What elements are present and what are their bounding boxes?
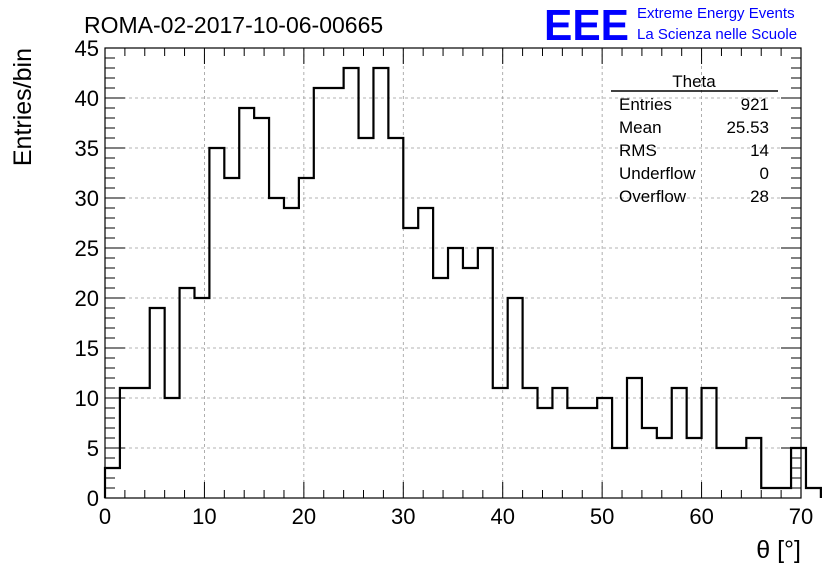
histogram-bin	[493, 388, 508, 498]
histogram-bin	[388, 138, 403, 498]
stats-box-rows: Entries 921 Mean 25.53 RMS 14 Underflow 0 Overfl…	[619, 95, 769, 206]
histogram-bin	[761, 488, 776, 498]
histogram-bin	[523, 388, 538, 498]
histogram-bin	[418, 208, 433, 498]
eee-logo-mark: EEE	[544, 1, 629, 50]
histogram-bin	[433, 278, 448, 498]
histogram-bin	[284, 208, 299, 498]
stats-row-label: Underflow	[619, 164, 696, 183]
histogram-bars	[103, 66, 822, 498]
histogram-bin	[687, 438, 702, 498]
axis-ticks	[104, 47, 802, 499]
histogram-bin	[209, 148, 224, 498]
stats-row-label: Mean	[619, 118, 662, 137]
histogram-bin	[150, 308, 165, 498]
histogram-bin	[657, 438, 672, 498]
histogram-bin	[582, 408, 597, 498]
y-tick-label: 5	[87, 436, 99, 461]
histogram-bin	[239, 108, 254, 498]
y-tick-label: 20	[75, 286, 99, 311]
histogram-bin	[612, 448, 627, 498]
histogram-bin	[448, 248, 463, 498]
y-tick-label: 25	[75, 236, 99, 261]
stats-row-label: Entries	[619, 95, 672, 114]
x-tick-label: 40	[490, 504, 514, 529]
histogram-bin	[672, 388, 687, 498]
eee-logo-line2: La Scienza nelle Scuole	[637, 26, 797, 43]
histogram-bin	[478, 248, 493, 498]
eee-logo: EEE Extreme Energy Events La Scienza nel…	[544, 1, 797, 50]
histogram-bin	[120, 388, 135, 498]
run-title: ROMA-02-2017-10-06-00665	[84, 12, 383, 38]
stats-row-value: 25.53	[726, 118, 769, 137]
histogram-bin	[135, 388, 150, 498]
eee-logo-line1: Extreme Energy Events	[637, 5, 795, 22]
histogram-bin	[344, 68, 359, 498]
stats-box: Theta Entries 921 Mean 25.53 RMS 14 Underflow 0…	[611, 72, 778, 206]
y-tick-label: 0	[87, 486, 99, 511]
histogram-bin	[776, 488, 791, 498]
histogram-bin	[642, 428, 657, 498]
histogram-bin	[329, 88, 344, 498]
histogram-bin	[731, 448, 746, 498]
histogram-bin	[403, 228, 418, 498]
y-axis-label: Entries/bin	[9, 48, 37, 166]
stats-row-label: Overflow	[619, 187, 687, 206]
histogram-bin	[552, 388, 567, 498]
x-tick-label: 20	[292, 504, 316, 529]
plot-frame	[104, 47, 802, 499]
histogram-bin	[538, 408, 553, 498]
y-tick-label: 30	[75, 186, 99, 211]
x-tick-label: 30	[391, 504, 415, 529]
histogram-bin	[627, 378, 642, 498]
stats-row-value: 0	[760, 164, 769, 183]
stats-row-value: 28	[750, 187, 769, 206]
x-tick-label: 60	[689, 504, 713, 529]
histogram-bin	[463, 268, 478, 498]
stats-row-value: 921	[741, 95, 769, 114]
x-tick-label: 10	[192, 504, 216, 529]
stats-row-value: 14	[750, 141, 769, 160]
histogram-bin	[567, 408, 582, 498]
histogram-bin	[716, 448, 731, 498]
stats-row-label: RMS	[619, 141, 657, 160]
y-tick-label: 10	[75, 386, 99, 411]
y-tick-label: 45	[75, 36, 99, 61]
histogram-bin	[702, 388, 717, 498]
histogram-bin	[254, 118, 269, 498]
stats-box-title: Theta	[672, 72, 716, 91]
histogram-bin	[791, 448, 806, 498]
histogram-bin	[224, 178, 239, 498]
tick-labels: 0 10 20 30 40 50 60 70 0 5 10 15 20 25 30 35 40 45	[75, 36, 814, 529]
histogram-outline	[103, 66, 822, 498]
histogram-bin	[105, 468, 120, 498]
y-tick-label: 40	[75, 86, 99, 111]
histogram-bin	[806, 488, 821, 498]
y-tick-label: 15	[75, 336, 99, 361]
x-tick-label: 50	[590, 504, 614, 529]
histogram-bin	[373, 68, 388, 498]
histogram-bin	[314, 88, 329, 498]
x-axis-label: θ [°]	[756, 536, 801, 564]
x-tick-label: 0	[99, 504, 111, 529]
x-tick-label: 70	[789, 504, 813, 529]
histogram-bin	[299, 178, 314, 498]
histogram-bin	[180, 288, 195, 498]
y-tick-label: 35	[75, 136, 99, 161]
histogram-bin	[746, 438, 761, 498]
histogram-bin	[359, 138, 374, 498]
